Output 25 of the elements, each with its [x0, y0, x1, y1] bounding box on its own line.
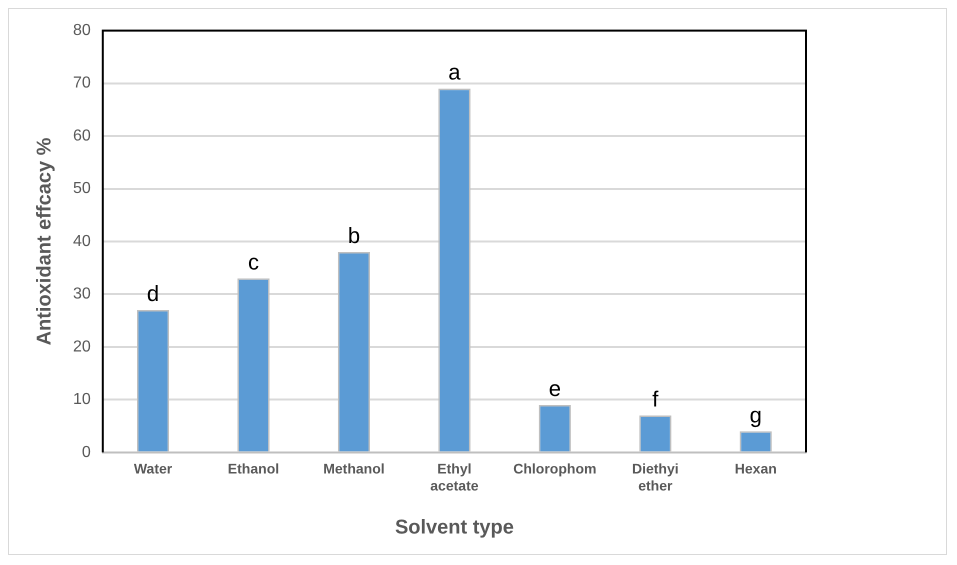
annotation: c — [248, 249, 259, 274]
y-tick-label: 60 — [73, 127, 91, 144]
y-tick-label: 40 — [73, 232, 91, 250]
x-axis-title: Solvent type — [394, 516, 514, 539]
x-tick-label: Diethyi ether — [632, 460, 679, 494]
y-tick-label: 80 — [73, 22, 91, 40]
y-tick-label: 20 — [73, 338, 91, 356]
x-tick-label: Chlorophom — [513, 460, 596, 477]
y-tick-label: 10 — [73, 391, 91, 408]
annotation: a — [448, 60, 462, 85]
y-axis-title: Antioxidant effcacy % — [34, 137, 56, 346]
y-tick-label: 50 — [73, 180, 91, 198]
annotation: d — [146, 281, 160, 306]
x-tick-label: Methanol — [323, 460, 385, 477]
annotation: e — [548, 376, 561, 402]
y-tick-label: 70 — [73, 74, 91, 92]
annotation: f — [652, 386, 660, 412]
x-tick-label: Ethyl acetate — [430, 460, 479, 494]
x-tick-label: Hexan — [734, 460, 777, 477]
y-tick-label: 0 — [82, 444, 91, 461]
x-tick-label: Water — [134, 460, 173, 477]
y-tick-label: 30 — [73, 286, 91, 303]
annotation: b — [348, 223, 360, 248]
x-tick-label: Ethanol — [228, 460, 280, 477]
annotation: g — [750, 402, 762, 428]
